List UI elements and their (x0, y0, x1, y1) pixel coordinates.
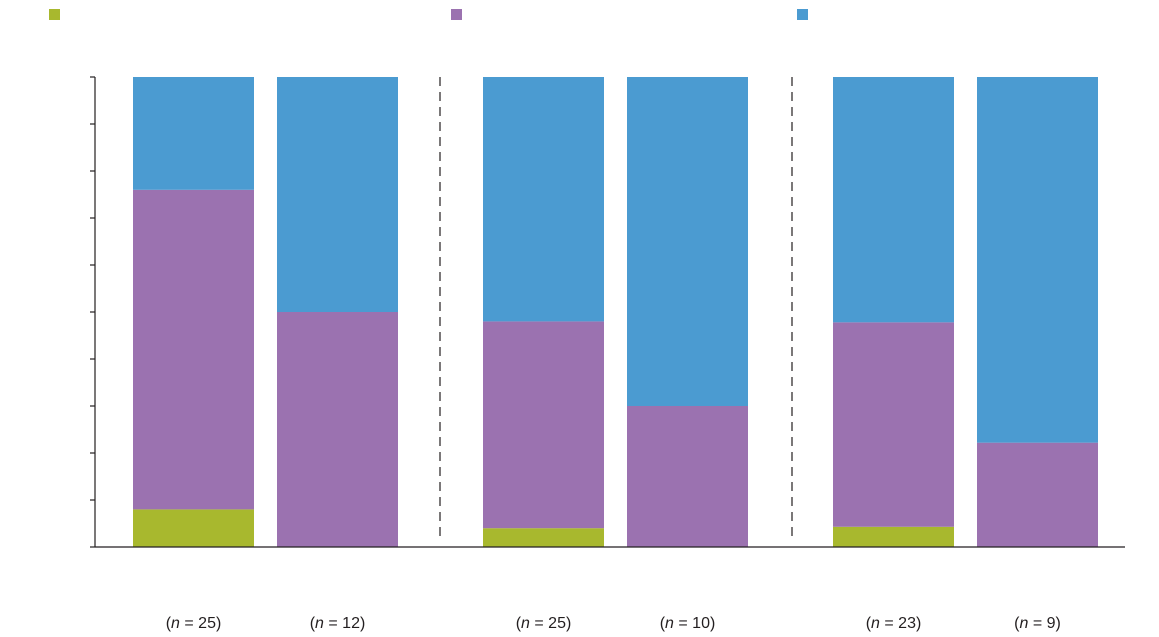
bar-segment (483, 321, 604, 529)
category-sample-size: (n = 12) (310, 615, 366, 632)
bar-segment (483, 77, 604, 322)
bar-segment (833, 322, 954, 527)
category-sample-size: (n = 25) (516, 615, 572, 632)
bar-segment (977, 442, 1098, 547)
category-sample-size: (n = 25) (166, 615, 222, 632)
bar-segment (833, 77, 954, 323)
bar-segment (977, 77, 1098, 443)
category-sample-size: (n = 10) (660, 615, 716, 632)
bar-segment (483, 528, 604, 547)
category-sample-size: (n = 9) (1014, 615, 1061, 632)
bar-segment (133, 77, 254, 190)
bar-segment (133, 509, 254, 547)
legend-swatch (797, 9, 808, 20)
bar-segment (277, 77, 398, 312)
bar-segment (627, 406, 748, 547)
bar-segment (133, 189, 254, 510)
bar-segment (627, 77, 748, 406)
legend-swatch (49, 9, 60, 20)
legend-swatch (451, 9, 462, 20)
bar-segment (833, 526, 954, 547)
category-sample-size: (n = 23) (866, 615, 922, 632)
bar-segment (277, 312, 398, 547)
